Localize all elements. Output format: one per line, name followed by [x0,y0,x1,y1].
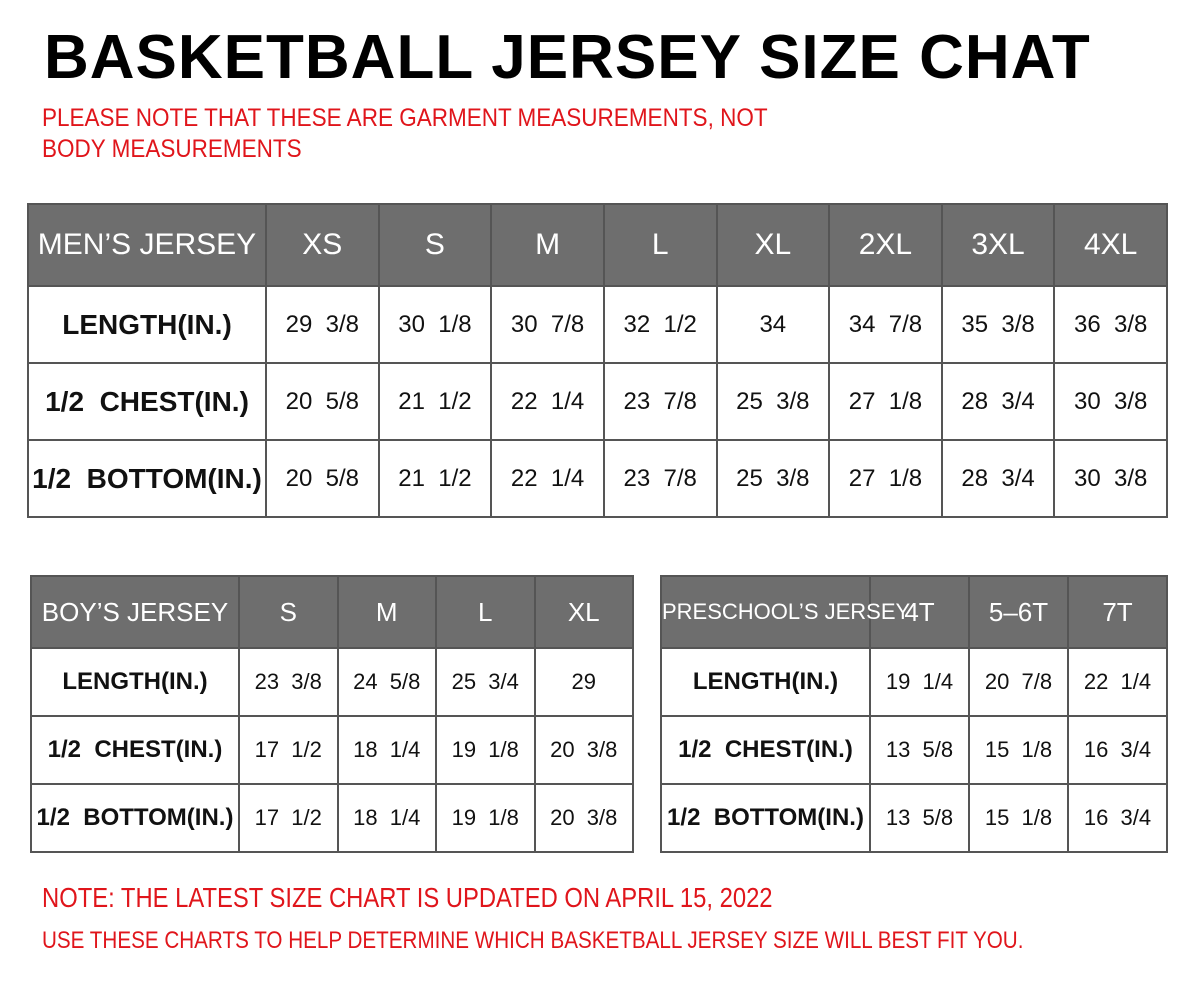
measurement-label: LENGTH(IN.) [30,647,240,717]
table-row: 1/2 BOTTOM(IN.) 17 1/2 18 1/4 19 1/8 20 3/8 [30,783,634,853]
measurement-value: 34 7/8 [828,285,943,364]
measurement-value: 29 [533,647,634,717]
measurement-value: 20 5/8 [265,439,380,518]
measurement-value: 32 1/2 [602,285,718,364]
measurement-label: 1/2 BOTTOM(IN.) [30,783,240,853]
size-header: S [238,575,339,649]
measurement-value: 17 1/2 [238,715,339,785]
measurement-label: 1/2 CHEST(IN.) [660,715,871,785]
boys-size-table: BOY’S JERSEY S M L XL LENGTH(IN.) 23 3/8 24 5/8… [30,575,634,853]
measurement-label: 1/2 BOTTOM(IN.) [27,439,267,518]
table-title: MEN’S JERSEY [27,203,267,287]
measurement-label: LENGTH(IN.) [660,647,871,717]
preschool-size-table: PRESCHOOL’S JERSEY 4T 5–6T 7T LENGTH(IN.) 19 … [660,575,1168,853]
measurement-value: 20 5/8 [265,362,380,441]
measurement-value: 21 1/2 [377,439,493,518]
table-row: LENGTH(IN.) 19 1/4 20 7/8 22 1/4 [660,647,1168,717]
measurement-label: LENGTH(IN.) [27,285,267,364]
measurement-value: 28 3/4 [940,362,1056,441]
measurement-label: 1/2 CHEST(IN.) [27,362,267,441]
measurement-value: 36 3/8 [1053,285,1168,364]
page-title: BASKETBALL JERSEY SIZE CHAT [44,23,1091,92]
garment-note: PLEASE NOTE THAT THESE ARE GARMENT MEASU… [42,104,768,163]
size-header: 5–6T [968,575,1069,649]
measurement-value: 16 3/4 [1067,715,1168,785]
usage-note: USE THESE CHARTS TO HELP DETERMINE WHICH… [42,927,1024,954]
header-row: BOY’S JERSEY S M L XL [30,575,634,649]
table-row: 1/2 BOTTOM(IN.) 20 5/8 21 1/2 22 1/4 23 7/8 2… [27,439,1168,518]
measurement-value: 30 7/8 [490,285,605,364]
measurement-value: 34 [715,285,831,364]
measurement-value: 35 3/8 [940,285,1056,364]
size-header: 7T [1067,575,1168,649]
measurement-value: 13 5/8 [869,715,970,785]
header-row: PRESCHOOL’S JERSEY 4T 5–6T 7T [660,575,1168,649]
measurement-value: 24 5/8 [336,647,437,717]
measurement-value: 22 1/4 [1067,647,1168,717]
measurement-value: 19 1/4 [869,647,970,717]
size-header: XL [533,575,634,649]
measurement-value: 20 3/8 [533,715,634,785]
measurement-value: 30 3/8 [1053,439,1168,518]
size-header: 4XL [1053,203,1168,287]
measurement-value: 20 3/8 [533,783,634,853]
table-row: 1/2 CHEST(IN.) 20 5/8 21 1/2 22 1/4 23 7/8 25… [27,362,1168,441]
table-row: 1/2 BOTTOM(IN.) 13 5/8 15 1/8 16 3/4 [660,783,1168,853]
measurement-value: 25 3/8 [715,439,831,518]
table-title: BOY’S JERSEY [30,575,240,649]
measurement-value: 16 3/4 [1067,783,1168,853]
update-note: NOTE: THE LATEST SIZE CHART IS UPDATED O… [42,882,773,913]
measurement-value: 20 7/8 [968,647,1069,717]
mens-size-table: MEN’S JERSEY XS S M L XL 2XL 3XL 4XL LENGTH(IN.) 2… [27,203,1168,518]
size-header: L [602,203,718,287]
measurement-value: 23 7/8 [602,439,718,518]
measurement-value: 13 5/8 [869,783,970,853]
size-header: XL [715,203,831,287]
table-row: LENGTH(IN.) 23 3/8 24 5/8 25 3/4 29 [30,647,634,717]
measurement-value: 19 1/8 [435,715,536,785]
size-header: 3XL [940,203,1056,287]
measurement-value: 15 1/8 [968,783,1069,853]
size-header: M [336,575,437,649]
measurement-value: 27 1/8 [828,439,943,518]
measurement-value: 25 3/4 [435,647,536,717]
measurement-value: 30 3/8 [1053,362,1168,441]
size-header: S [377,203,493,287]
measurement-value: 22 1/4 [490,439,605,518]
measurement-value: 28 3/4 [940,439,1056,518]
size-header: XS [265,203,380,287]
measurement-value: 23 3/8 [238,647,339,717]
header-row: MEN’S JERSEY XS S M L XL 2XL 3XL 4XL [27,203,1168,287]
measurement-value: 18 1/4 [336,715,437,785]
measurement-value: 23 7/8 [602,362,718,441]
measurement-value: 25 3/8 [715,362,831,441]
table-title: PRESCHOOL’S JERSEY [660,575,910,649]
measurement-value: 30 1/8 [377,285,493,364]
size-header: M [490,203,605,287]
measurement-label: 1/2 BOTTOM(IN.) [660,783,871,853]
size-header: 4T [869,575,970,649]
table-row: LENGTH(IN.) 29 3/8 30 1/8 30 7/8 32 1/2 34 34 … [27,285,1168,364]
measurement-value: 21 1/2 [377,362,493,441]
table-row: 1/2 CHEST(IN.) 17 1/2 18 1/4 19 1/8 20 3/8 [30,715,634,785]
table-row: 1/2 CHEST(IN.) 13 5/8 15 1/8 16 3/4 [660,715,1168,785]
measurement-value: 27 1/8 [828,362,943,441]
measurement-value: 29 3/8 [265,285,380,364]
measurement-value: 22 1/4 [490,362,605,441]
measurement-value: 19 1/8 [435,783,536,853]
measurement-value: 18 1/4 [336,783,437,853]
size-header: L [435,575,536,649]
measurement-label: 1/2 CHEST(IN.) [30,715,240,785]
measurement-value: 17 1/2 [238,783,339,853]
size-header: 2XL [828,203,943,287]
measurement-value: 15 1/8 [968,715,1069,785]
